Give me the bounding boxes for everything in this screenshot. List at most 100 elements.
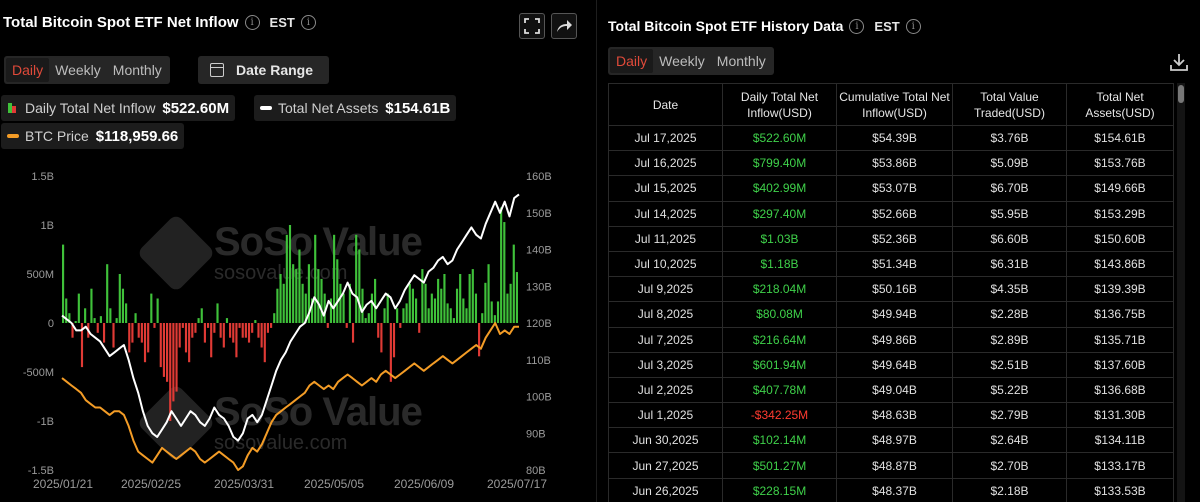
legend-price-label: BTC Price — [25, 128, 89, 144]
inflow-bar — [166, 323, 169, 382]
col-header-cumulative-inflow[interactable]: Cumulative Total Net Inflow(USD) — [836, 83, 953, 126]
inflow-bar — [449, 308, 452, 323]
cell-cumulative-inflow: $48.37B — [836, 477, 953, 502]
inflow-bar — [109, 308, 112, 323]
chart-period-tabs: Daily Weekly Monthly — [4, 56, 170, 84]
legend-daily-inflow[interactable]: Daily Total Net Inflow $522.60M — [1, 95, 236, 121]
tab-monthly[interactable]: Monthly — [112, 62, 162, 78]
scrollbar-thumb[interactable] — [1178, 85, 1184, 103]
inflow-bar — [317, 269, 320, 323]
legend-btc-price[interactable]: BTC Price $118,959.66 — [1, 123, 185, 149]
cell-cumulative-inflow: $48.63B — [836, 402, 953, 429]
col-header-value-traded[interactable]: Total Value Traded(USD) — [952, 83, 1067, 126]
inflow-chart[interactable]: 1.5B 1B 500M 0 -500M -1B -1.5B 160B 150B 140B 130B… — [0, 0, 588, 502]
bar-swatch-icon — [8, 103, 16, 113]
inflow-bar — [90, 288, 93, 323]
cell-daily-inflow: $80.08M — [722, 301, 837, 328]
tab-daily[interactable]: Daily — [6, 58, 50, 82]
inflow-bar — [402, 308, 405, 323]
inflow-bar — [455, 288, 459, 323]
inflow-bar — [238, 323, 241, 328]
download-icon[interactable] — [1169, 52, 1189, 72]
date-range-button[interactable]: Date Range — [198, 56, 329, 84]
inflow-bar — [503, 222, 506, 323]
tab-monthly[interactable]: Monthly — [716, 53, 766, 69]
inflow-bar — [474, 293, 478, 323]
cell-daily-inflow: $218.04M — [722, 276, 837, 303]
x-tick-label: 2025/01/21 — [33, 477, 93, 491]
inflow-bar — [134, 313, 137, 323]
inflow-bar — [150, 293, 153, 323]
cell-date: Jul 1,2025 — [608, 402, 723, 429]
inflow-bar — [367, 313, 370, 323]
cell-net-assets: $134.11B — [1066, 427, 1174, 454]
y-right-tick-label: 100B — [526, 392, 552, 404]
table-scrollbar[interactable] — [1177, 83, 1185, 502]
x-tick-label: 2025/06/09 — [394, 477, 454, 491]
col-header-daily-inflow[interactable]: Daily Total Net Inflow(USD) — [722, 83, 837, 126]
tab-weekly[interactable]: Weekly — [659, 53, 705, 69]
x-tick-label: 2025/03/31 — [214, 477, 274, 491]
inflow-bar — [273, 313, 276, 323]
inflow-bar — [62, 244, 65, 323]
inflow-bar — [266, 323, 270, 333]
cell-daily-inflow: $1.18B — [722, 250, 837, 278]
y-left-tick-label: 1B — [41, 220, 54, 232]
inflow-bar — [298, 249, 301, 323]
cell-cumulative-inflow: $52.66B — [836, 200, 953, 227]
cell-date: Jul 8,2025 — [608, 301, 723, 328]
cell-cumulative-inflow: $53.86B — [836, 150, 953, 177]
cell-value-traded: $6.60B — [952, 225, 1067, 252]
inflow-bar — [418, 323, 421, 333]
inflow-bar — [465, 308, 468, 323]
cell-date: Jul 3,2025 — [608, 351, 723, 378]
inflow-bar — [374, 278, 377, 323]
cell-daily-inflow: $601.94M — [722, 351, 837, 378]
inflow-bar — [427, 308, 430, 323]
info-icon[interactable]: i — [849, 18, 865, 34]
inflow-bar — [162, 323, 166, 377]
fullscreen-icon[interactable] — [519, 13, 545, 39]
inflow-bar — [241, 323, 244, 338]
x-tick-label: 2025/07/17 — [487, 477, 547, 491]
tab-daily[interactable]: Daily — [610, 49, 654, 73]
legend-total-net-assets[interactable]: Total Net Assets $154.61B — [254, 95, 457, 121]
table-body: Jul 17,2025 $522.60M $54.39B $3.76B $154.61B… — [608, 124, 1174, 502]
info-icon[interactable]: i — [244, 15, 260, 30]
share-icon[interactable] — [551, 13, 577, 39]
cell-value-traded: $5.22B — [952, 376, 1067, 404]
inflow-bar — [102, 323, 106, 343]
inflow-bar — [339, 283, 342, 323]
table-row: Jul 7,2025 $216.64M $49.86B $2.89B $135.71B — [608, 326, 1174, 353]
cell-cumulative-inflow: $49.04B — [836, 376, 953, 404]
col-header-net-assets[interactable]: Total Net Assets(USD) — [1066, 83, 1174, 126]
inflow-bar — [478, 323, 481, 357]
inflow-bar — [301, 283, 304, 323]
inflow-bar — [509, 283, 512, 323]
table-row: Jul 1,2025 -$342.25M $48.63B $2.79B $131.30B — [608, 402, 1174, 429]
cell-date: Jul 11,2025 — [608, 225, 723, 252]
inflow-chart-panel: Total Bitcoin Spot ETF Net Inflow i EST … — [0, 0, 588, 502]
table-row: Jul 9,2025 $218.04M $50.16B $4.35B $139.39B — [608, 276, 1174, 303]
table-row: Jul 14,2025 $297.40M $52.66B $5.95B $153.29B — [608, 200, 1174, 227]
cell-value-traded: $5.95B — [952, 200, 1067, 227]
inflow-bar — [329, 298, 333, 323]
inflow-bar — [210, 323, 213, 358]
timezone-label: EST — [874, 18, 900, 34]
timezone-info-icon[interactable]: i — [905, 18, 921, 34]
cell-daily-inflow: $501.27M — [722, 452, 837, 479]
line-swatch-icon — [7, 134, 19, 138]
timezone-info-icon[interactable]: i — [300, 15, 316, 30]
table-title-row: Total Bitcoin Spot ETF History Data i ES… — [608, 18, 921, 34]
inflow-bar — [191, 323, 194, 338]
tab-weekly[interactable]: Weekly — [55, 62, 101, 78]
cell-date: Jun 26,2025 — [608, 477, 723, 502]
col-header-date[interactable]: Date — [608, 83, 723, 126]
table-row: Jun 30,2025 $102.14M $48.97B $2.64B $134.11B — [608, 427, 1174, 454]
table-title: Total Bitcoin Spot ETF History Data — [608, 18, 844, 34]
inflow-bar — [288, 225, 292, 323]
inflow-bar — [462, 298, 465, 323]
legend-assets-value: $154.61B — [385, 100, 451, 117]
inflow-bar — [203, 323, 206, 343]
cell-net-assets: $154.61B — [1066, 124, 1174, 152]
